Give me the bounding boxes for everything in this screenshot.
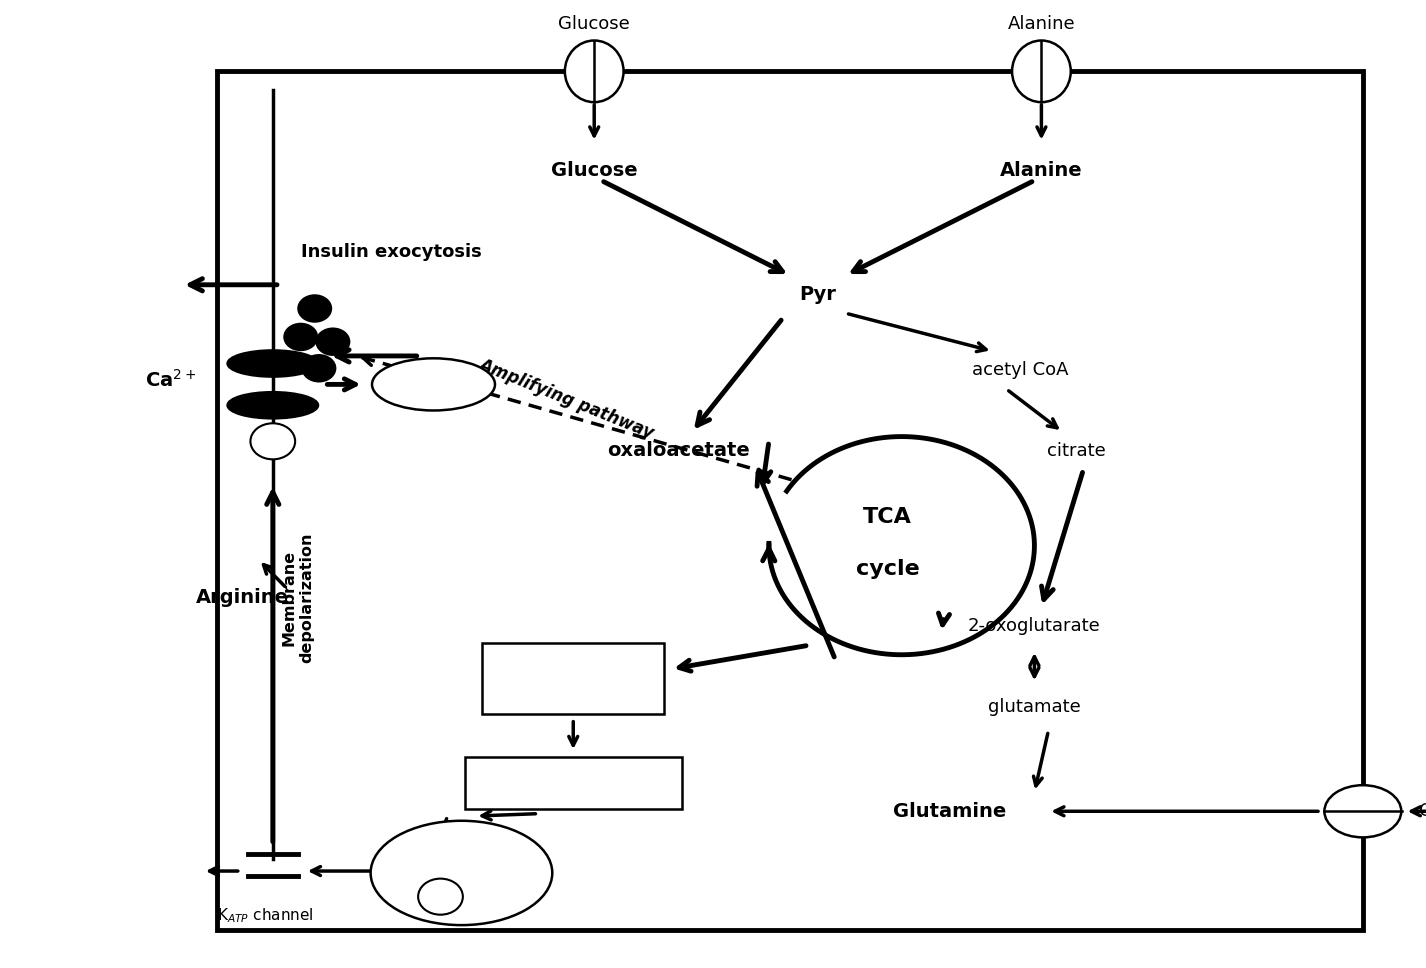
Ellipse shape — [301, 354, 337, 382]
Ellipse shape — [251, 423, 295, 460]
Text: −: − — [432, 887, 449, 906]
Text: oxaloacetate: oxaloacetate — [606, 441, 750, 461]
Text: e⁻ transport chain: e⁻ transport chain — [498, 773, 649, 792]
Text: glutamate: glutamate — [988, 698, 1081, 716]
Text: Insulin exocytosis: Insulin exocytosis — [301, 243, 482, 261]
Text: Alanine: Alanine — [1000, 162, 1082, 180]
Ellipse shape — [1012, 41, 1071, 103]
Text: Amplifying pathway: Amplifying pathway — [476, 355, 656, 442]
Ellipse shape — [297, 294, 332, 322]
Text: Ca$^{2+}$: Ca$^{2+}$ — [145, 369, 195, 391]
Text: Glucose: Glucose — [559, 15, 630, 33]
Text: citrate: citrate — [1047, 441, 1105, 460]
Text: Glutamine: Glutamine — [893, 802, 1007, 821]
Text: K$_{ATP}$ channel: K$_{ATP}$ channel — [217, 906, 314, 925]
Text: [Ca$^{2+}$]$_i$: [Ca$^{2+}$]$_i$ — [401, 373, 466, 396]
Text: Reducing: Reducing — [530, 658, 616, 676]
Ellipse shape — [418, 879, 463, 915]
Ellipse shape — [565, 41, 623, 103]
Bar — [482, 643, 665, 714]
Text: Glutamine: Glutamine — [1419, 802, 1426, 820]
Ellipse shape — [1325, 785, 1402, 837]
Ellipse shape — [284, 322, 318, 351]
Bar — [217, 72, 1363, 930]
Text: Arginine: Arginine — [195, 589, 289, 607]
Text: ATP: ATP — [441, 863, 482, 883]
Text: X: X — [376, 862, 392, 881]
Text: 2-oxoglutarate: 2-oxoglutarate — [968, 618, 1101, 635]
Text: Pyr: Pyr — [800, 285, 836, 304]
Ellipse shape — [371, 821, 552, 925]
Text: cycle: cycle — [856, 560, 920, 580]
Text: TCA: TCA — [863, 507, 913, 528]
Text: Membrane
depolarization: Membrane depolarization — [282, 532, 314, 663]
Text: Alanine: Alanine — [1008, 15, 1075, 33]
Ellipse shape — [315, 327, 351, 356]
Text: Glucose: Glucose — [550, 162, 637, 180]
Text: equivalents: equivalents — [519, 686, 627, 705]
Text: acetyl CoA: acetyl CoA — [973, 361, 1068, 379]
Ellipse shape — [372, 358, 495, 410]
Text: +: + — [265, 433, 281, 450]
Bar — [465, 757, 682, 809]
Text: K$^+$: K$^+$ — [419, 861, 449, 882]
Ellipse shape — [227, 392, 318, 418]
Ellipse shape — [227, 350, 318, 377]
